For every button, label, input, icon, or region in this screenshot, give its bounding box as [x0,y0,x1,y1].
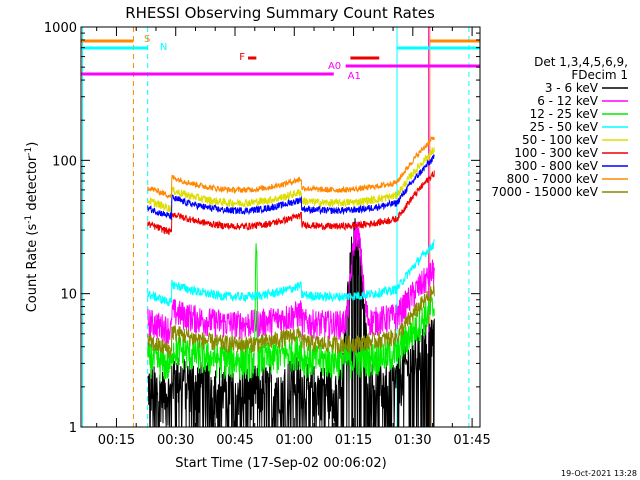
y-tick-label: 1 [69,421,77,436]
flag-label-a1: A1 [348,71,361,82]
legend-title-1: Det 1,3,4,5,6,9, [534,55,628,69]
axis-layer: 1 10 100 1000 00:15 00:30 00:45 01:00 01:15 01:30… [44,21,491,448]
series-line-6 [147,153,435,220]
legend-entry-label: 12 - 25 keV [530,107,599,121]
x-tick-label: 01:15 [335,433,372,448]
legend-entry-label: 800 - 7000 keV [507,172,599,186]
y-tick-label: 1000 [44,21,77,36]
flag-label-n: N [160,42,167,53]
legend-entry-label: 300 - 800 keV [514,159,598,173]
legend-entry-label: 50 - 100 keV [522,133,599,147]
flag-label-f: F [239,52,245,63]
x-tick-label: 01:45 [453,433,490,448]
legend-title-2: FDecim 1 [571,68,628,82]
legend-entry-label: 3 - 6 keV [545,81,599,95]
footer-date: 19-Oct-2021 13:28 [561,469,637,478]
flag-label-s: S [144,34,150,45]
plot-frame [80,26,481,428]
legend-entry-label: 7000 - 15000 keV [491,185,598,199]
flag-label-a0: A0 [328,61,341,72]
series-line-5 [147,170,435,235]
series-line-3 [147,239,435,307]
y-axis-label: Count Rate (s-1 detector-1) [24,142,40,313]
legend-entry-label: 100 - 300 keV [514,146,598,160]
x-tick-label: 01:00 [276,433,313,448]
x-axis-label: Start Time (17-Sep-02 00:06:02) [175,456,386,471]
chart-title: RHESSI Observing Summary Count Rates [125,4,435,22]
series-line-2 [147,243,435,382]
series-line-7 [147,136,435,200]
x-tick-label: 00:45 [216,433,253,448]
x-tick-label: 01:30 [394,433,431,448]
data-layer: SN F A0 A1 [81,27,480,428]
legend-entry-label: 6 - 12 keV [537,94,599,108]
x-tick-label: 00:15 [98,433,135,448]
series-line-1 [147,221,435,345]
series-line-8 [147,284,435,359]
legend-entry-label: 25 - 50 keV [530,120,599,134]
y-tick-label: 100 [52,154,77,169]
x-tick-label: 00:30 [157,433,194,448]
y-tick-label: 10 [60,288,77,303]
series-line-4 [147,146,435,214]
